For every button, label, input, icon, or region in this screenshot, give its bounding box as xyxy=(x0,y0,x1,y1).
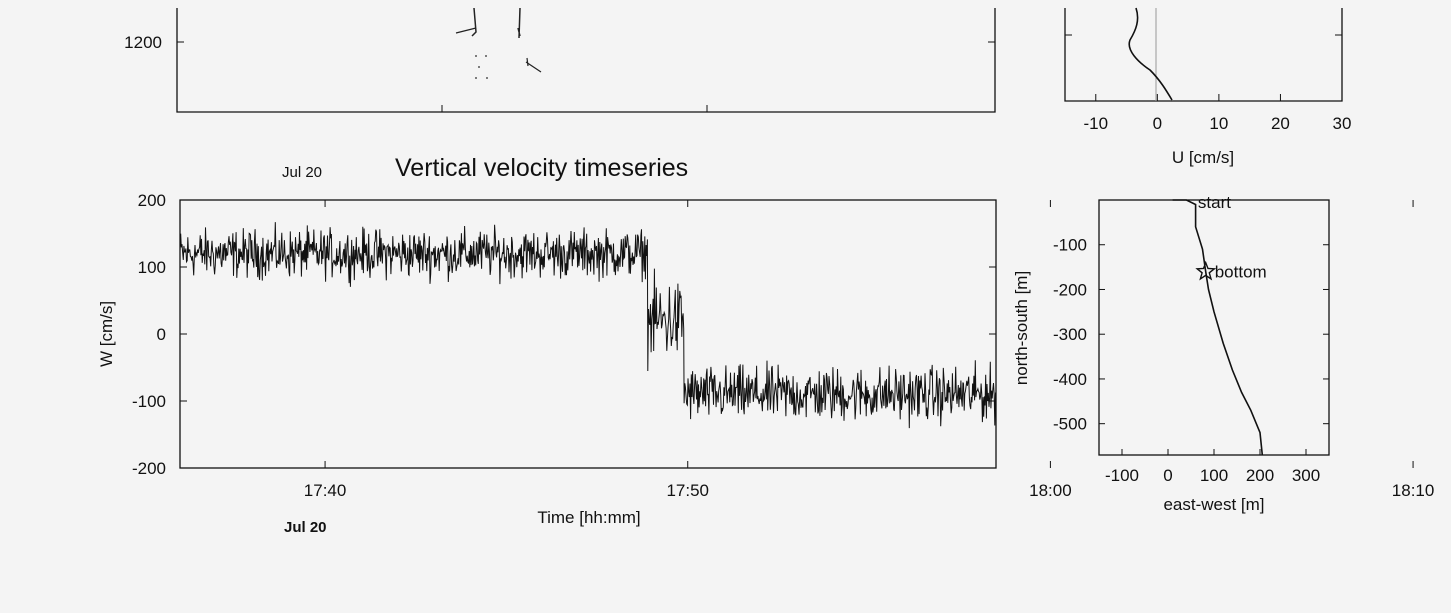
x-tick-label: 20 xyxy=(1271,114,1290,133)
date-label-bottom: Jul 20 xyxy=(284,519,327,536)
x-tick-label: 200 xyxy=(1246,466,1274,485)
y-tick-label: -100 xyxy=(132,392,166,411)
y-tick-label: 100 xyxy=(138,258,166,277)
x-tick-label: 18:00 xyxy=(1029,481,1072,500)
x-tick-label: 17:50 xyxy=(666,481,709,500)
x-tick-label: 0 xyxy=(1153,114,1162,133)
profile-trace xyxy=(455,7,542,79)
x-tick-label: 30 xyxy=(1333,114,1352,133)
y-tick-label: -100 xyxy=(1053,236,1087,255)
y-tick-label: -200 xyxy=(1053,280,1087,299)
x-tick-label: -100 xyxy=(1105,466,1139,485)
y-tick-label: -500 xyxy=(1053,415,1087,434)
w-series-line xyxy=(180,222,996,429)
annotation-start: start xyxy=(1198,193,1231,212)
x-tick-label: 10 xyxy=(1209,114,1228,133)
w-ylabel: W [cm/s] xyxy=(97,301,116,367)
u-profile-axes xyxy=(1064,8,1343,102)
x-tick-label: 300 xyxy=(1292,466,1320,485)
y-tick-label: -400 xyxy=(1053,370,1087,389)
profile-panel-topleft: 1200 xyxy=(124,7,996,113)
date-label-top: Jul 20 xyxy=(282,164,322,181)
w-plot-frame xyxy=(179,199,997,469)
x-tick-label: 0 xyxy=(1163,466,1172,485)
chart-title: Vertical velocity timeseries xyxy=(395,154,688,182)
w-timeseries-panel: Jul 20 Vertical velocity timeseries -200… xyxy=(97,154,1434,536)
y-tick-label: -200 xyxy=(132,459,166,478)
x-tick-label: -10 xyxy=(1083,114,1108,133)
u-profile-panel: -10 0 10 20 30 U [cm/s] xyxy=(1064,7,1352,167)
u-xlabel: U [cm/s] xyxy=(1172,148,1234,167)
y-tick-label: 1200 xyxy=(124,33,162,52)
w-xlabel: Time [hh:mm] xyxy=(537,508,640,527)
y-tick-label: 0 xyxy=(157,325,166,344)
y-tick-label: 200 xyxy=(138,191,166,210)
track-panel: -100 0 100 200 300 -100 -200 -300 -400 -500 start… xyxy=(1012,193,1330,514)
x-tick-label: 17:40 xyxy=(304,481,347,500)
y-tick-label: -300 xyxy=(1053,325,1087,344)
u-profile-line xyxy=(1128,7,1173,101)
bottom-star-marker xyxy=(1195,260,1217,281)
annotation-bottom: bottom xyxy=(1215,263,1267,282)
track-xlabel: east-west [m] xyxy=(1163,495,1264,514)
x-tick-label: 18:10 xyxy=(1392,481,1435,500)
x-tick-label: 100 xyxy=(1200,466,1228,485)
profile-panel-axes xyxy=(176,8,996,113)
track-line xyxy=(1172,199,1264,456)
track-ylabel: north-south [m] xyxy=(1012,271,1031,385)
track-plot-frame xyxy=(1098,199,1330,456)
